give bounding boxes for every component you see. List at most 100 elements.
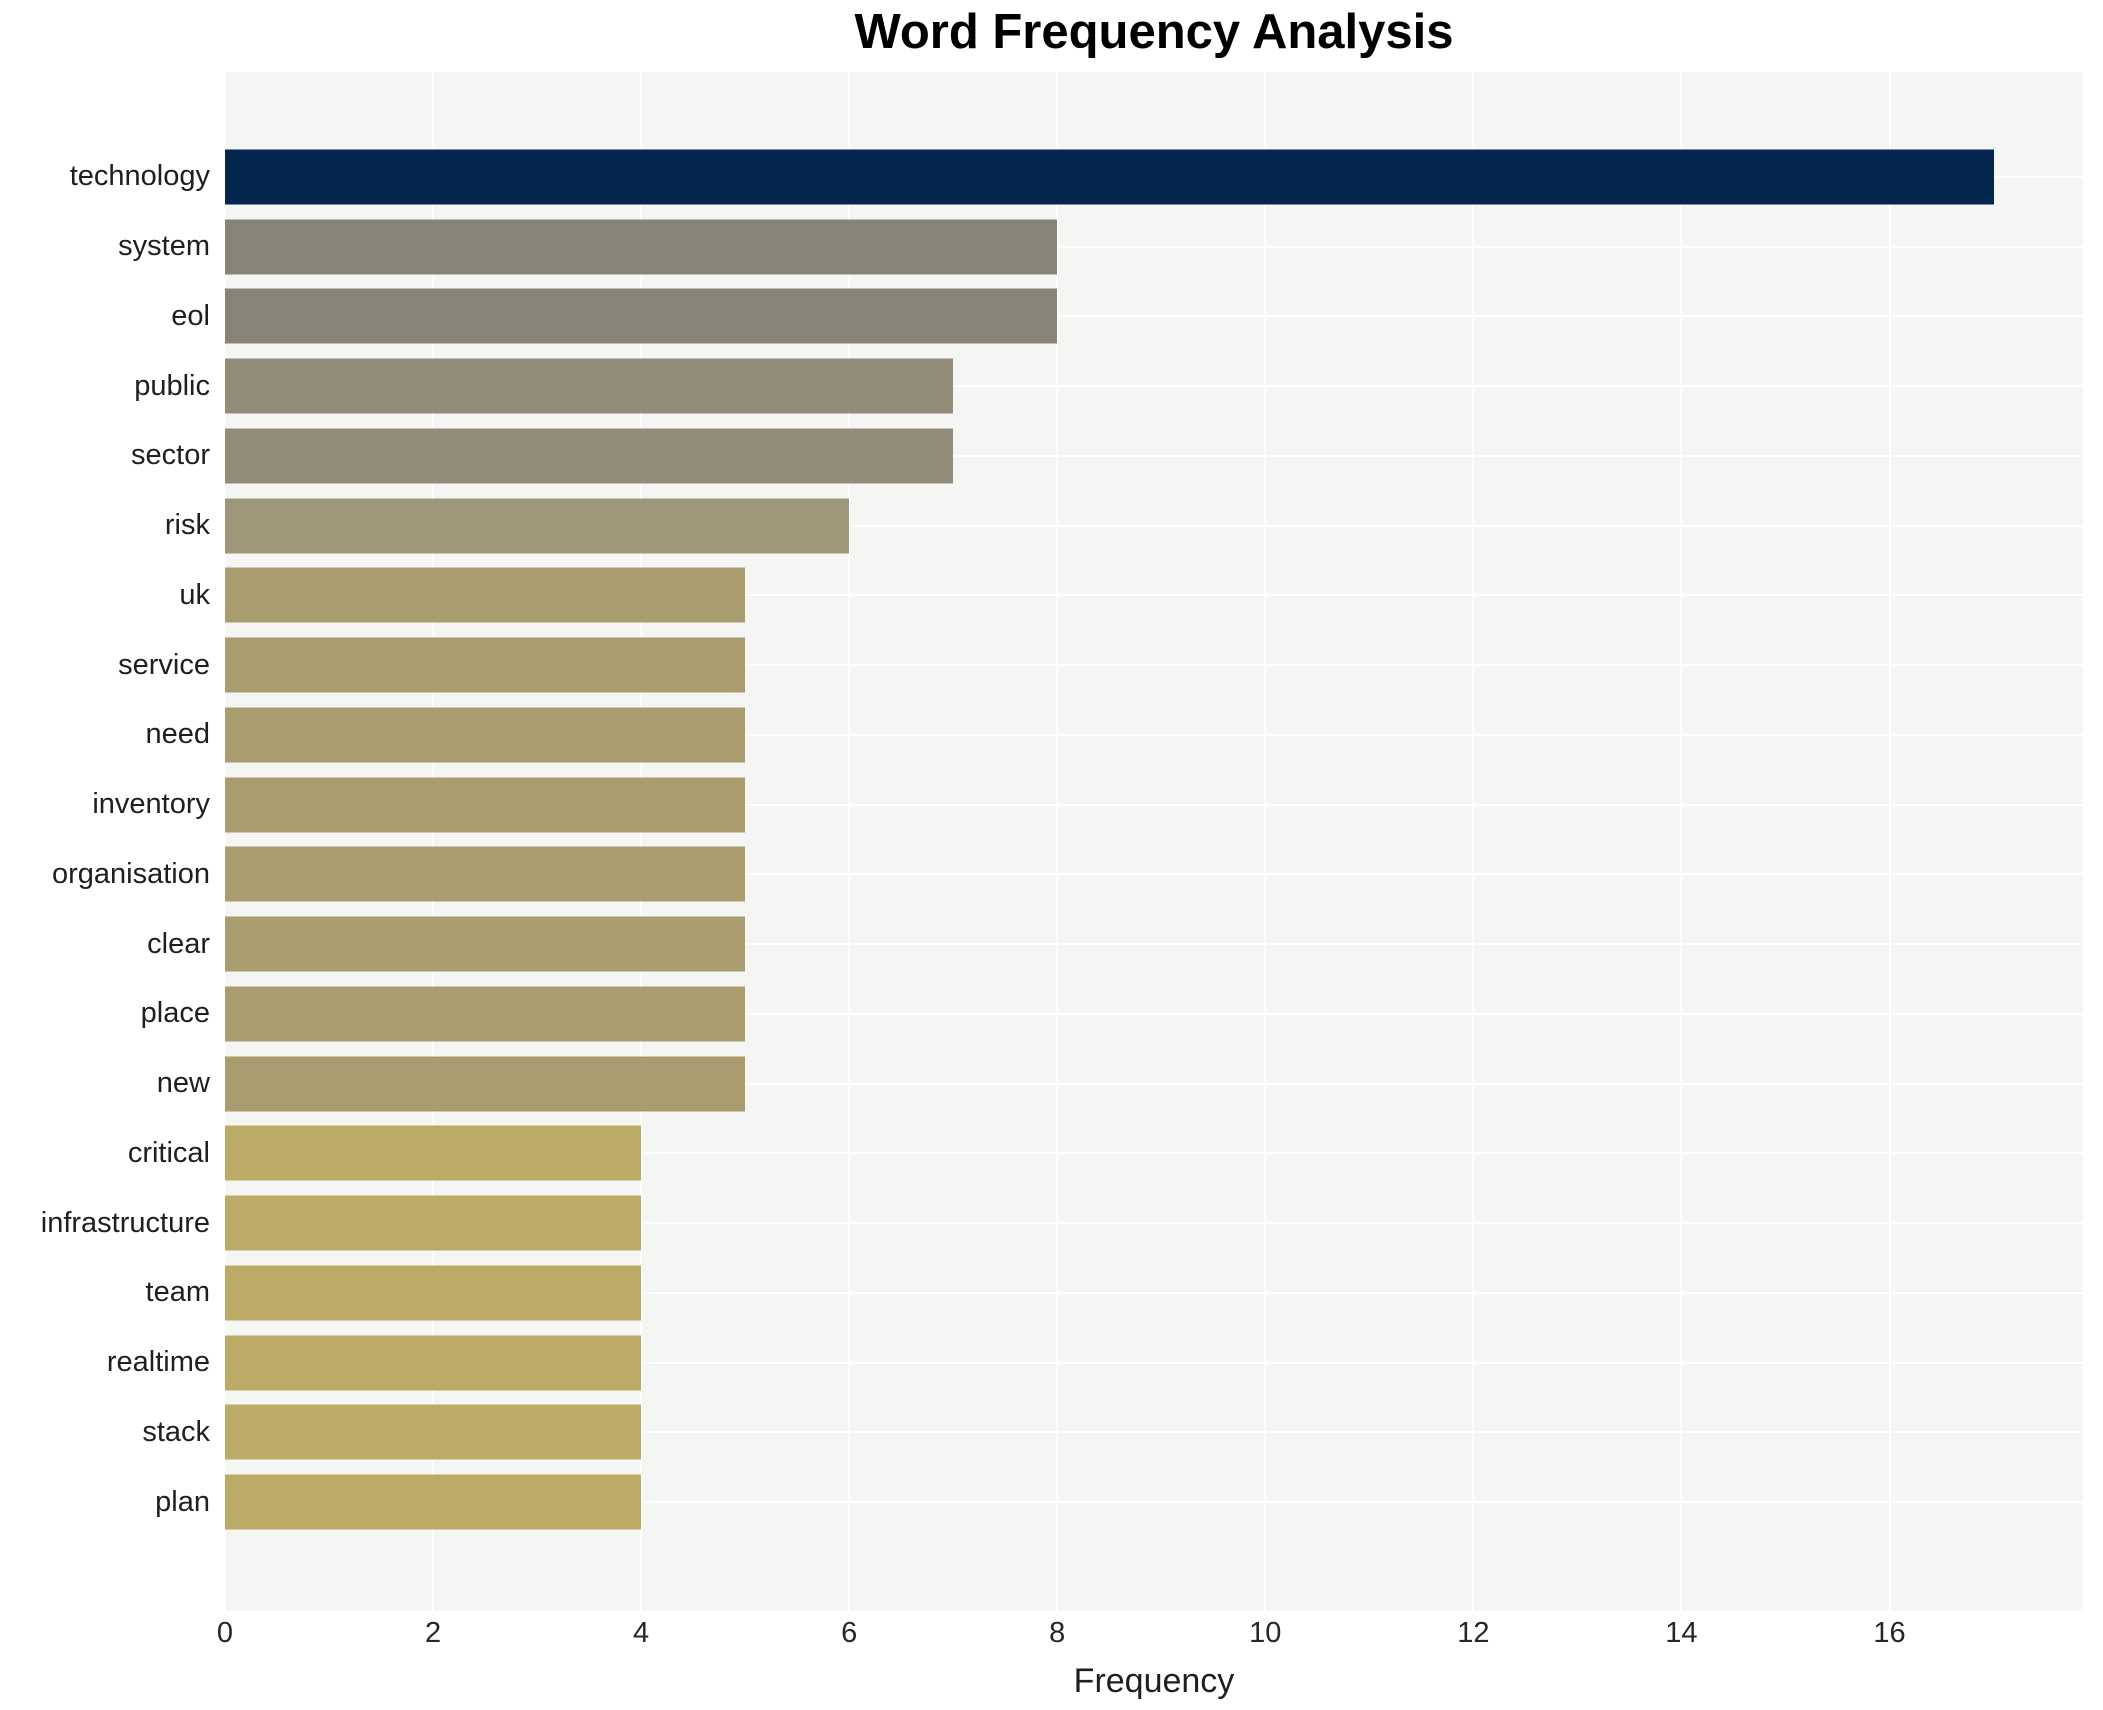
- y-tick-label: uk: [179, 578, 210, 611]
- y-tick-label: new: [156, 1067, 210, 1100]
- h-gridline: [225, 1291, 2083, 1294]
- h-gridline: [225, 1082, 2083, 1085]
- y-tick-label: place: [140, 997, 210, 1030]
- h-gridline: [225, 664, 2083, 667]
- x-tick-label: 8: [1049, 1617, 1066, 1649]
- h-gridline: [225, 1012, 2083, 1015]
- v-gridline: [640, 72, 643, 1611]
- bar-row: [225, 491, 2083, 561]
- bar-row: [225, 630, 2083, 700]
- x-axis-ticks: 0 2 4 6 8 10 12 14 16: [217, 1617, 2083, 1657]
- x-tick-label: 14: [1665, 1617, 1698, 1649]
- y-tick-label: inventory: [92, 788, 210, 821]
- bar-uk: [225, 567, 746, 623]
- x-axis-title: Frequency: [1073, 1662, 1235, 1700]
- y-tick-label: infrastructure: [40, 1206, 210, 1239]
- bar-critical: [225, 1125, 642, 1181]
- bar-system: [225, 219, 1058, 275]
- x-tick-label: 2: [424, 1617, 442, 1649]
- h-gridline: [225, 315, 2083, 318]
- y-tick-label: plan: [155, 1485, 210, 1518]
- v-gridline: [1680, 72, 1683, 1611]
- y-tick-label: system: [118, 230, 210, 263]
- v-gridline: [1264, 72, 1267, 1611]
- bar-row: [225, 1049, 2083, 1119]
- x-tick-label: 12: [1457, 1617, 1490, 1649]
- bar-row: [225, 1188, 2083, 1258]
- x-tick-label: 0: [216, 1617, 234, 1649]
- v-gridline: [432, 72, 435, 1611]
- chart-body: technology system eol public sector risk uk ser…: [0, 72, 2083, 1611]
- bar-row: [225, 909, 2083, 979]
- y-axis-labels: technology system eol public sector risk uk ser…: [0, 72, 225, 1611]
- bar-public: [225, 358, 954, 414]
- y-tick-label: eol: [171, 299, 210, 332]
- bar-row: [225, 1258, 2083, 1328]
- bar-place: [225, 986, 746, 1042]
- bar-row: [225, 1119, 2083, 1189]
- bar-organisation: [225, 846, 746, 902]
- bar-stack: [225, 1404, 642, 1460]
- y-tick-label: risk: [164, 509, 210, 542]
- bar-team: [225, 1265, 642, 1321]
- bar-eol: [225, 288, 1058, 344]
- bar-plan: [225, 1474, 642, 1530]
- h-gridline: [225, 1152, 2083, 1155]
- bar-rows: [225, 72, 2083, 1611]
- y-tick-label: team: [145, 1276, 210, 1309]
- h-gridline: [225, 733, 2083, 736]
- chart-title: Word Frequency Analysis: [854, 5, 1454, 59]
- plot-area: [225, 72, 2083, 1611]
- bar-inventory: [225, 777, 746, 833]
- bar-row: [225, 282, 2083, 352]
- bar-infrastructure: [225, 1195, 642, 1251]
- y-tick-label: organisation: [52, 857, 210, 890]
- bar-need: [225, 707, 746, 763]
- bar-row: [225, 212, 2083, 282]
- h-gridline: [225, 594, 2083, 597]
- bar-new: [225, 1056, 746, 1112]
- h-gridline: [225, 454, 2083, 457]
- h-gridline: [225, 1431, 2083, 1434]
- v-gridline: [1888, 72, 1891, 1611]
- h-gridline: [225, 1222, 2083, 1225]
- y-tick-label: sector: [131, 439, 210, 472]
- y-tick-label: service: [118, 648, 210, 681]
- y-tick-label: need: [145, 718, 210, 751]
- h-gridline: [225, 1361, 2083, 1364]
- h-gridline: [225, 524, 2083, 527]
- bar-row: [225, 421, 2083, 491]
- h-gridline: [225, 1501, 2083, 1504]
- bar-row: [225, 979, 2083, 1049]
- bar-row: [225, 700, 2083, 770]
- bar-realtime: [225, 1335, 642, 1391]
- bar-row: [225, 561, 2083, 631]
- y-tick-label: technology: [69, 160, 210, 193]
- x-tick-label: 4: [633, 1617, 650, 1649]
- v-gridline: [225, 72, 226, 1611]
- y-tick-label: stack: [142, 1415, 210, 1448]
- bar-row: [225, 1467, 2083, 1537]
- bar-row: [225, 351, 2083, 421]
- h-gridline: [225, 245, 2083, 248]
- bar-risk: [225, 498, 850, 554]
- bar-row: [225, 1398, 2083, 1468]
- h-gridline: [225, 873, 2083, 876]
- bar-row: [225, 840, 2083, 910]
- v-gridline: [1056, 72, 1059, 1611]
- bar-row: [225, 142, 2083, 212]
- bar-service: [225, 637, 746, 693]
- y-tick-label: critical: [127, 1136, 210, 1169]
- bar-technology: [225, 149, 1994, 205]
- y-tick-label: public: [134, 369, 210, 402]
- bar-clear: [225, 916, 746, 972]
- y-tick-label: clear: [147, 927, 210, 960]
- h-gridline: [225, 385, 2083, 388]
- bar-row: [225, 770, 2083, 840]
- x-tick-label: 10: [1249, 1617, 1282, 1649]
- h-gridline: [225, 803, 2083, 806]
- v-gridline: [1472, 72, 1475, 1611]
- y-tick-label: realtime: [106, 1346, 210, 1379]
- h-gridline: [225, 943, 2083, 946]
